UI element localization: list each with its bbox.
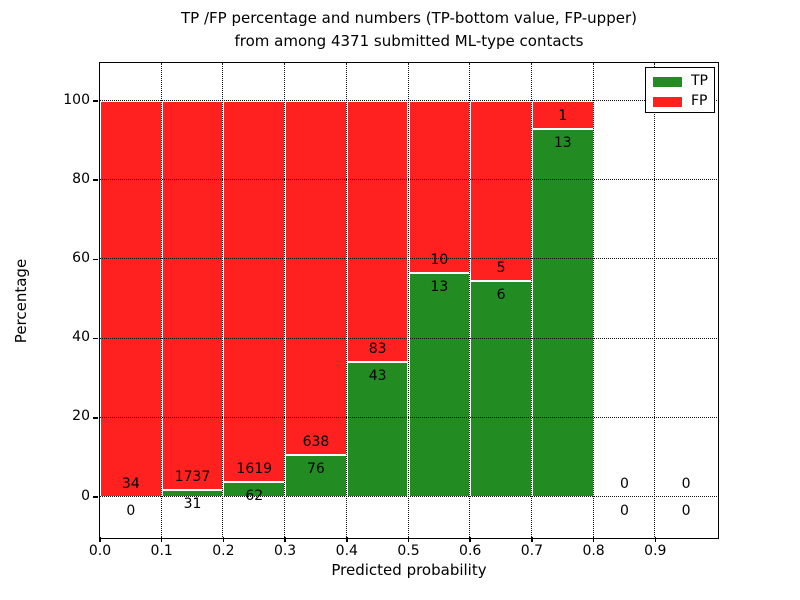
- fp-count-label: 638: [302, 433, 330, 450]
- x-tick-label: 0.2: [212, 543, 235, 559]
- tp-count-label: 13: [430, 279, 449, 296]
- legend-swatch-fp: [653, 96, 682, 107]
- legend-row-tp: TP: [646, 73, 714, 90]
- gridline-vertical: [222, 63, 224, 537]
- tp-count-label: 6: [496, 287, 506, 303]
- y-tick-mark: [93, 258, 98, 261]
- fp-count-label: 83: [368, 340, 387, 357]
- y-tick-label: 60: [72, 249, 90, 266]
- x-tick-label: 0.5: [397, 543, 420, 559]
- tp-count-label: 0: [126, 503, 136, 519]
- fp-count-label: 0: [681, 476, 691, 492]
- x-tick-mark: [222, 537, 225, 542]
- y-tick-mark: [93, 179, 98, 181]
- y-tick-label: 40: [72, 329, 90, 346]
- tp-count-label: 62: [245, 488, 264, 505]
- gridline-vertical: [654, 63, 656, 537]
- x-tick-label: 0.8: [582, 543, 605, 559]
- x-tick-mark: [407, 537, 410, 542]
- y-tick-mark: [93, 337, 98, 340]
- bar-tp-segment: [531, 129, 594, 497]
- x-tick-mark: [531, 537, 533, 542]
- bar-fp-segment: [470, 101, 532, 281]
- legend-label-fp: FP: [691, 93, 708, 109]
- gridline-vertical: [469, 63, 471, 537]
- y-tick-label: 80: [72, 170, 90, 187]
- tp-count-label: 0: [681, 503, 691, 519]
- legend-swatch-tp: [653, 76, 682, 87]
- y-tick-label: 100: [63, 91, 90, 108]
- gridline-horizontal: [100, 100, 717, 101]
- bar-fp-segment: [285, 101, 347, 455]
- gridline-horizontal: [100, 258, 717, 260]
- tp-count-label: 0: [619, 503, 629, 519]
- x-tick-mark: [99, 537, 101, 542]
- y-tick-mark: [93, 100, 98, 102]
- gridline-horizontal: [100, 496, 717, 497]
- bar-fp-segment: [531, 101, 594, 130]
- bar-fp-segment: [346, 101, 409, 362]
- y-tick-mark: [93, 417, 98, 419]
- bar-tp-segment: [408, 273, 471, 497]
- tp-count-label: 13: [553, 135, 572, 152]
- x-tick-label: 0.4: [335, 543, 358, 559]
- y-tick-label: 20: [72, 408, 90, 425]
- x-tick-label: 0.6: [459, 543, 482, 559]
- chart-title-line1: TP /FP percentage and numbers (TP-bottom…: [181, 9, 637, 27]
- chart-title-line2: from among 4371 submitted ML-type contac…: [234, 32, 584, 50]
- y-axis-label: Percentage: [12, 258, 30, 344]
- fp-count-label: 0: [619, 476, 629, 492]
- x-tick-mark: [592, 537, 595, 542]
- gridline-vertical: [345, 63, 347, 537]
- bar-fp-segment: [223, 101, 286, 483]
- x-tick-label: 0.0: [88, 543, 112, 559]
- gridline-horizontal: [100, 179, 717, 181]
- bar-fp-segment: [100, 101, 162, 497]
- x-tick-label: 0.3: [273, 543, 297, 559]
- fp-count-label: 5: [496, 260, 506, 276]
- fp-count-label: 1737: [174, 469, 211, 486]
- gridline-vertical: [160, 63, 162, 537]
- gridline-vertical: [530, 63, 532, 537]
- x-tick-mark: [469, 537, 471, 542]
- x-tick-label: 0.1: [150, 543, 173, 559]
- legend: TP FP: [645, 67, 715, 113]
- x-tick-label: 0.9: [644, 543, 667, 559]
- x-tick-mark: [346, 537, 348, 542]
- tp-count-label: 31: [183, 496, 202, 513]
- x-tick-label: 0.7: [520, 543, 544, 559]
- chart-title: TP /FP percentage and numbers (TP-bottom…: [99, 7, 719, 53]
- fp-count-label: 10: [430, 252, 449, 269]
- fp-count-label: 1: [558, 108, 568, 125]
- x-axis-label: Predicted probability: [331, 561, 487, 579]
- bar-fp-segment: [408, 101, 471, 274]
- bar-tp-segment: [470, 281, 532, 497]
- y-tick-mark: [93, 496, 98, 498]
- legend-row-fp: FP: [646, 93, 714, 110]
- legend-label-tp: TP: [691, 73, 708, 89]
- gridline-vertical: [284, 63, 286, 537]
- y-tick-label: 0: [81, 487, 90, 504]
- x-tick-mark: [284, 537, 286, 542]
- bar-fp-segment: [161, 101, 224, 491]
- gridline-horizontal: [100, 416, 717, 418]
- gridline-horizontal: [100, 337, 717, 339]
- plot-area: 34 0 1737 31 1619 62 638 76 83 43 10 13 5 6 1 13 0 0 0 0 0.0…: [63, 62, 719, 559]
- gridline-vertical: [407, 63, 409, 537]
- x-tick-mark: [654, 537, 657, 542]
- x-tick-mark: [160, 537, 163, 542]
- tp-count-label: 76: [307, 460, 325, 477]
- tp-count-label: 43: [368, 367, 387, 384]
- fp-count-label: 34: [121, 476, 140, 492]
- gridline-vertical: [592, 63, 594, 537]
- fp-count-label: 1619: [236, 461, 273, 478]
